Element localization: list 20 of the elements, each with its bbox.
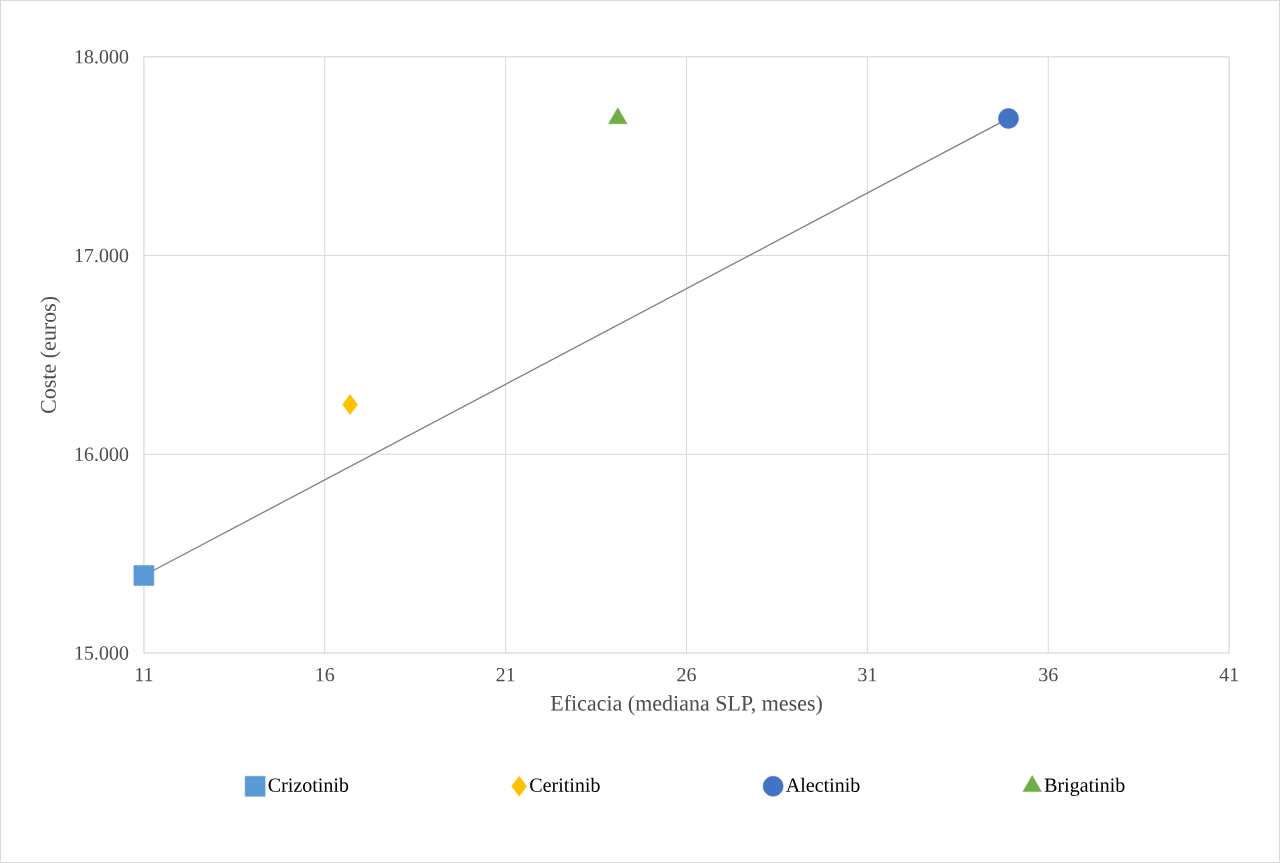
legend-label: Crizotinib: [268, 777, 349, 792]
y-tick-label: 18.000: [75, 50, 129, 64]
x-axis-title: Eficacia (mediana SLP, meses): [550, 695, 822, 716]
point: [998, 108, 1019, 129]
x-tick-label: 16: [316, 667, 335, 682]
x-tick-label: 31: [858, 667, 877, 682]
point: [342, 394, 358, 415]
y-tick-label: 15.000: [75, 646, 129, 660]
x-tick-label: 26: [677, 667, 696, 682]
x-tick-label: 36: [1039, 667, 1058, 682]
y-axis-title: Coste (euros): [40, 296, 61, 414]
point: [133, 565, 155, 586]
y-tick-label: 16.000: [75, 447, 129, 462]
x-tick-label: 41: [1219, 667, 1238, 682]
y-tick-label: 17.000: [75, 248, 129, 263]
legend-label: Ceritinib: [530, 777, 600, 792]
legend-label: Alectinib: [786, 777, 860, 792]
x-tick-label: 21: [496, 667, 515, 682]
legend-label: Brigatinib: [1044, 777, 1125, 797]
x-tick-label: 11: [136, 667, 153, 682]
